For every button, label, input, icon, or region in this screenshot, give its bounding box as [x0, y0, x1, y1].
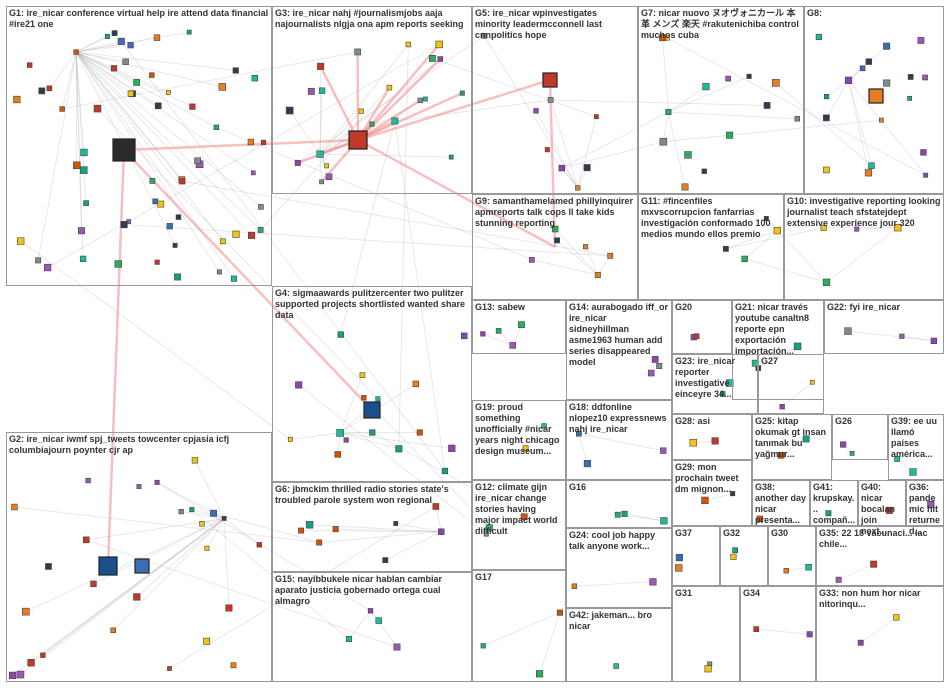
group-panel-g37: G37	[672, 526, 720, 586]
group-panel-g38: G38: another day nicar presenta...	[752, 480, 810, 526]
group-panel-label: G1: ire_nicar conference virtual help ir…	[9, 8, 269, 30]
group-panel-g9: G9: samanthamelamed phillyinquirer apmre…	[472, 194, 638, 300]
group-panel-label: G20	[675, 302, 729, 313]
group-panel-label: G22: fyi ire_nicar	[827, 302, 941, 313]
group-panel-label: G6: jbmckim thrilled radio stories state…	[275, 484, 469, 506]
group-panel-label: G25: kitap okumak gt insan tanımak bu ya…	[755, 416, 829, 460]
group-panel-g23: G23: ire_nicar reporter investigative ei…	[672, 354, 758, 414]
group-panel-label: G39: ee uu llamó países américa...	[891, 416, 941, 460]
group-panel-label: G33: non hum hor nicar nitorinqu...	[819, 588, 941, 610]
group-panel-g32: G32	[720, 526, 768, 586]
group-panel-label: G30	[771, 528, 813, 539]
group-panel-g20: G20	[672, 300, 732, 354]
group-panel-g5: G5: ire_nicar wpinvestigates minority le…	[472, 6, 638, 194]
group-panel-g11: G11: #fincenfiles mxvscorrupcion fanfarr…	[638, 194, 784, 300]
group-panel-label: G38: another day nicar presenta...	[755, 482, 807, 526]
group-panel-g36: G36: pandemic hit returned...	[906, 480, 944, 526]
group-panel-g40: G40: nicar bocalan join next...	[858, 480, 906, 526]
group-panel-g18: G18: ddfonline nlopez10 expressnews nahj…	[566, 400, 672, 480]
group-panel-g19: G19: proud something unofficially #nicar…	[472, 400, 566, 480]
group-panel-label: G7: nicar nuovo ヌオヴォニカール 本革 メンズ 楽天 #raku…	[641, 8, 801, 41]
group-panel-g42: G42: jakeman... bro nicar	[566, 608, 672, 682]
group-panel-label: G18: ddfonline nlopez10 expressnews nahj…	[569, 402, 669, 435]
group-panel-g3: G3: ire_nicar nahj #journalismjobs aaja …	[272, 6, 472, 194]
group-panel-label: G32	[723, 528, 765, 539]
group-panel-g39: G39: ee uu llamó países américa...	[888, 414, 944, 480]
group-panel-label: G3: ire_nicar nahj #journalismjobs aaja …	[275, 8, 469, 30]
group-panel-label: G23: ire_nicar reporter investigative ei…	[675, 356, 755, 400]
group-panel-g31: G31	[672, 586, 740, 682]
group-panel-label: G4: sigmaawards pulitzercenter two pulit…	[275, 288, 469, 321]
group-panel-label: G10: investigative reporting looking jou…	[787, 196, 941, 229]
group-panel-label: G42: jakeman... bro nicar	[569, 610, 669, 632]
group-panel-g22: G22: fyi ire_nicar	[824, 300, 944, 354]
group-panel-g8: G8:	[804, 6, 944, 194]
group-panel-g7: G7: nicar nuovo ヌオヴォニカール 本革 メンズ 楽天 #raku…	[638, 6, 804, 194]
group-panel-label: G14: aurabogado iff_or ire_nicar sidneyh…	[569, 302, 669, 368]
group-panel-g24: G24: cool job happy talk anyone work...	[566, 528, 672, 608]
group-panel-label: G26	[835, 416, 885, 427]
group-panel-g26: G26	[832, 414, 888, 460]
group-panel-label: G9: samanthamelamed phillyinquirer apmre…	[475, 196, 635, 229]
group-panel-label: G8:	[807, 8, 941, 19]
group-panel-g30: G30	[768, 526, 816, 586]
group-panel-label: G29: mon prochain tweet dm mignon...	[675, 462, 749, 495]
group-panel-label: G37	[675, 528, 717, 539]
group-panel-g14: G14: aurabogado iff_or ire_nicar sidneyh…	[566, 300, 672, 400]
group-panel-g41: G41: krupskay... compañ...	[810, 480, 858, 526]
group-panel-g1: G1: ire_nicar conference virtual help ir…	[6, 6, 272, 286]
group-panel-label: G15: nayibbukele nicar hablan cambiar ap…	[275, 574, 469, 607]
group-panel-g27: G27	[758, 354, 824, 414]
group-panel-g16: G16	[566, 480, 672, 528]
group-panel-label: G16	[569, 482, 669, 493]
group-panel-label: G11: #fincenfiles mxvscorrupcion fanfarr…	[641, 196, 781, 240]
group-panel-label: G27	[761, 356, 821, 367]
group-panel-g4: G4: sigmaawards pulitzercenter two pulit…	[272, 286, 472, 482]
group-panel-g29: G29: mon prochain tweet dm mignon...	[672, 460, 752, 526]
group-panel-g12: G12: climate gijn ire_nicar change stori…	[472, 480, 566, 570]
group-panel-g33: G33: non hum hor nicar nitorinqu...	[816, 586, 944, 682]
group-panel-g2: G2: ire_nicar iwmf spj_tweets towcenter …	[6, 432, 272, 682]
group-panel-g28: G28: asi	[672, 414, 752, 460]
group-panel-g6: G6: jbmckim thrilled radio stories state…	[272, 482, 472, 572]
group-panel-label: G19: proud something unofficially #nicar…	[475, 402, 563, 457]
group-panel-g10: G10: investigative reporting looking jou…	[784, 194, 944, 300]
group-panel-label: G31	[675, 588, 737, 599]
group-panel-g15: G15: nayibbukele nicar hablan cambiar ap…	[272, 572, 472, 682]
group-panel-label: G28: asi	[675, 416, 749, 427]
group-panel-label: G41: krupskay... compañ...	[813, 482, 855, 526]
group-panel-g34: G34	[740, 586, 816, 682]
group-panel-g17: G17	[472, 570, 566, 682]
group-panel-g25: G25: kitap okumak gt insan tanımak bu ya…	[752, 414, 832, 480]
group-panel-g13: G13: sabew	[472, 300, 566, 354]
group-panel-label: G2: ire_nicar iwmf spj_tweets towcenter …	[9, 434, 269, 456]
group-panel-label: G5: ire_nicar wpinvestigates minority le…	[475, 8, 635, 41]
group-panel-g35: G35: 22 18 vacunaci... lac chile...	[816, 526, 944, 586]
group-panel-label: G35: 22 18 vacunaci... lac chile...	[819, 528, 941, 550]
group-panel-label: G34	[743, 588, 813, 599]
group-panel-label: G17	[475, 572, 563, 583]
group-panel-label: G12: climate gijn ire_nicar change stori…	[475, 482, 563, 537]
group-panel-label: G21: nicar través youtube canaltn8 repor…	[735, 302, 821, 357]
group-panel-label: G24: cool job happy talk anyone work...	[569, 530, 669, 552]
group-panel-label: G13: sabew	[475, 302, 563, 313]
